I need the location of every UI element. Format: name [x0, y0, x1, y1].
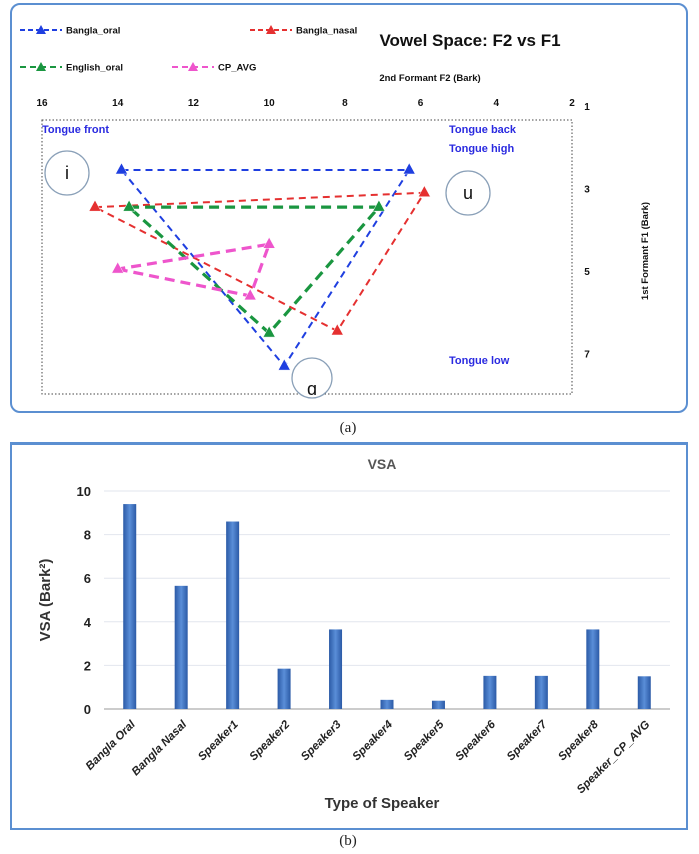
vowel-circle-i [44, 150, 90, 196]
data-point-English_oral [372, 199, 386, 212]
caption-b: (b) [339, 833, 357, 849]
data-point-Bangla_nasal [330, 323, 344, 336]
vowel-space-panel: Vowel Space: F2 vs F1 2nd Formant F2 (Bar… [10, 3, 688, 413]
bar-bangla-oral [123, 504, 137, 709]
series-line-English_oral [128, 205, 383, 336]
caption-a: (a) [339, 420, 357, 436]
x-tick-label: Speaker3 [299, 718, 344, 763]
series-line-CP_AVG [117, 242, 272, 298]
bar-speaker6 [483, 675, 497, 709]
y-tick-label: 8 [84, 528, 91, 543]
bar-speaker2 [277, 668, 291, 709]
legend-label: CP_AVG [218, 63, 256, 74]
annotation-tongue-back: Tongue back [449, 124, 517, 136]
x-tick-label: Speaker7 [505, 718, 550, 763]
bar-speaker5 [431, 700, 445, 709]
x-tick-label: 2 [569, 98, 575, 109]
vowel-space-chart: Vowel Space: F2 vs F1 2nd Formant F2 (Bar… [20, 25, 651, 399]
data-point-CP_AVG [262, 236, 276, 249]
vowel-circle-u [445, 170, 491, 216]
y-axis-label: VSA (Bark²) [37, 559, 54, 642]
vowel-label-i: i [65, 163, 69, 183]
data-point-Bangla_oral [277, 358, 291, 371]
data-point-Bangla_nasal [88, 199, 102, 212]
y-axis-label: 1st Formant F1 (Bark) [640, 202, 651, 300]
x-tick-label: Speaker8 [556, 718, 601, 763]
x-tick-label: 4 [494, 98, 500, 109]
y-tick-label: 1 [584, 102, 590, 113]
bar-speaker-cp-avg [637, 676, 651, 709]
x-tick-label: Speaker1 [196, 719, 241, 764]
x-tick-label: Bangla Nasal [130, 718, 190, 778]
x-tick-label: 6 [418, 98, 424, 109]
x-tick-label: Bangla Oral [84, 718, 139, 773]
y-tick-label: 10 [77, 484, 91, 499]
data-point-Bangla_oral [115, 162, 128, 175]
x-tick-label: Speaker2 [248, 718, 293, 763]
x-axis-label: 2nd Formant F2 (Bark) [379, 73, 480, 84]
bar-speaker7 [534, 675, 548, 709]
data-point-Bangla_oral [402, 162, 416, 175]
data-point-CP_AVG [243, 288, 257, 301]
x-tick-label: Speaker6 [453, 718, 498, 763]
x-tick-label: Speaker5 [402, 718, 447, 763]
y-tick-label: 6 [84, 571, 91, 586]
vowel-label-a: ɑ [307, 379, 317, 399]
x-axis-label: Type of Speaker [325, 795, 440, 812]
x-tick-label: 14 [112, 98, 124, 109]
y-tick-label: 7 [584, 350, 590, 361]
legend-label: English_oral [66, 63, 123, 74]
bar-speaker1 [226, 521, 240, 709]
x-tick-label: 8 [342, 98, 348, 109]
bar-speaker3 [329, 629, 343, 709]
vowel-label-u: u [463, 183, 473, 203]
series-line-Bangla_nasal [94, 191, 427, 333]
legend-label: Bangla_nasal [296, 26, 357, 37]
bar-bangla-nasal [174, 585, 188, 709]
data-point-English_oral [122, 199, 136, 212]
x-tick-label: 12 [188, 98, 200, 109]
chart-title: VSA [368, 456, 397, 472]
vsa-panel: VSA 0 2 4 6 8 10 VSA (Bark²) Bangla Oral Bangla N… [10, 442, 688, 830]
legend-marker-Bangla_oral [36, 25, 46, 34]
bar-speaker4 [380, 699, 394, 709]
data-point-Bangla_nasal [417, 185, 431, 197]
x-tick-label: Speaker4 [350, 718, 395, 763]
chart-title: Vowel Space: F2 vs F1 [379, 31, 560, 50]
annotation-tongue-low: Tongue low [449, 355, 510, 367]
legend-marker-English_oral [36, 62, 46, 71]
bar-speaker8 [586, 629, 600, 709]
y-tick-label: 0 [84, 702, 91, 717]
x-tick-label: 10 [264, 98, 276, 109]
legend-label: Bangla_oral [66, 26, 120, 37]
data-point-CP_AVG [111, 261, 125, 274]
annotation-tongue-front: Tongue front [42, 124, 109, 136]
data-point-English_oral [262, 325, 276, 338]
annotation-tongue-high: Tongue high [449, 143, 514, 155]
legend-marker-Bangla_nasal [266, 25, 276, 34]
legend-marker-CP_AVG [188, 62, 198, 71]
x-tick-label: 16 [36, 98, 48, 109]
y-tick-label: 4 [84, 615, 92, 630]
y-tick-label: 5 [584, 267, 590, 278]
y-tick-label: 3 [584, 185, 590, 196]
y-tick-label: 2 [84, 658, 91, 673]
plot-area [41, 119, 573, 395]
vowel-circle-a [291, 357, 333, 399]
